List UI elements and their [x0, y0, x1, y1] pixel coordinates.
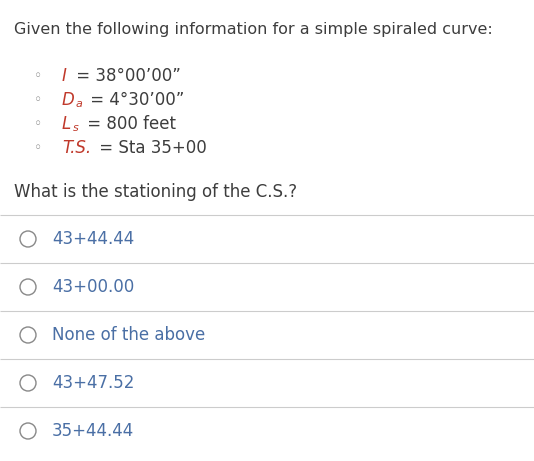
Text: None of the above: None of the above — [52, 326, 205, 344]
Text: L: L — [62, 115, 71, 133]
Text: What is the stationing of the C.S.?: What is the stationing of the C.S.? — [14, 183, 297, 201]
Text: a: a — [76, 99, 83, 109]
Text: D: D — [62, 91, 75, 109]
Text: = 4°30’00”: = 4°30’00” — [85, 91, 184, 109]
Text: Given the following information for a simple spiraled curve:: Given the following information for a si… — [14, 22, 493, 37]
Text: ◦: ◦ — [34, 69, 42, 83]
Text: = 800 feet: = 800 feet — [82, 115, 176, 133]
Text: s: s — [73, 123, 78, 133]
Text: 35+44.44: 35+44.44 — [52, 422, 134, 440]
Text: ◦: ◦ — [34, 141, 42, 155]
Text: I: I — [62, 67, 67, 85]
Text: ◦: ◦ — [34, 117, 42, 131]
Text: 43+00.00: 43+00.00 — [52, 278, 134, 296]
Text: = 38°00’00”: = 38°00’00” — [71, 67, 181, 85]
Text: 43+44.44: 43+44.44 — [52, 230, 134, 248]
Text: T.S.: T.S. — [62, 139, 91, 157]
Text: = Sta 35+00: = Sta 35+00 — [94, 139, 207, 157]
Text: ◦: ◦ — [34, 93, 42, 107]
Text: 43+47.52: 43+47.52 — [52, 374, 135, 392]
